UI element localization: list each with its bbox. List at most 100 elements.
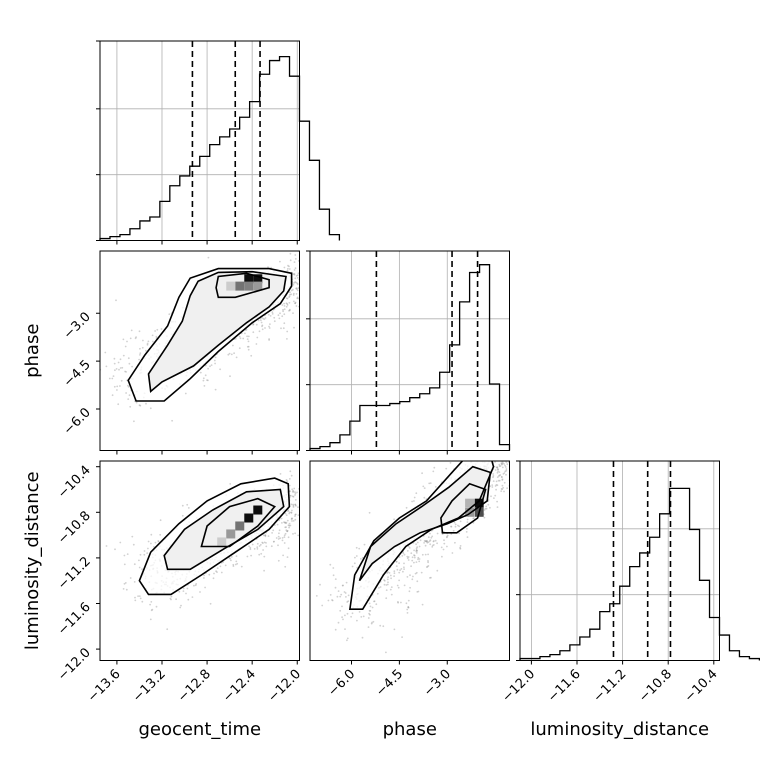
- scatter-point: [387, 571, 389, 573]
- scatter-point: [400, 568, 403, 570]
- scatter-point: [157, 540, 160, 542]
- scatter-point: [415, 492, 418, 495]
- scatter-point: [261, 325, 263, 328]
- scatter-point: [488, 455, 490, 457]
- scatter-point: [503, 455, 505, 457]
- scatter-point: [516, 470, 518, 472]
- scatter-point: [203, 385, 206, 387]
- scatter-point: [283, 534, 286, 537]
- scatter-point: [282, 308, 284, 311]
- scatter-point: [149, 618, 152, 621]
- scatter-point: [431, 544, 434, 547]
- scatter-point: [94, 362, 96, 364]
- scatter-point: [305, 259, 307, 261]
- scatter-point: [131, 535, 134, 538]
- scatter-panel-geocent_time-vs-phase: [94, 250, 319, 455]
- scatter-point: [523, 473, 525, 475]
- scatter-point: [271, 311, 274, 314]
- scatter-point: [311, 504, 313, 506]
- scatter-point: [423, 487, 426, 489]
- scatter-point: [154, 330, 157, 332]
- scatter-point: [498, 463, 501, 466]
- scatter-point: [385, 597, 388, 600]
- scatter-point: [281, 315, 284, 318]
- scatter-point: [321, 604, 324, 607]
- scatter-point: [292, 503, 295, 506]
- scatter-point: [432, 544, 435, 546]
- hist-panel-phase: [306, 250, 511, 455]
- scatter-point: [291, 520, 293, 522]
- scatter-point: [397, 601, 399, 603]
- scatter-point: [496, 484, 499, 487]
- scatter-point: [502, 462, 504, 464]
- scatter-point: [484, 507, 487, 510]
- scatter-point: [291, 509, 293, 512]
- density-cell: [226, 529, 236, 539]
- scatter-point: [285, 514, 288, 517]
- scatter-point: [413, 554, 415, 556]
- scatter-point: [119, 367, 122, 369]
- scatter-point: [498, 474, 501, 477]
- scatter-point: [293, 269, 296, 271]
- scatter-point: [317, 290, 319, 292]
- scatter-point: [419, 539, 422, 542]
- scatter-point: [346, 637, 349, 640]
- scatter-point: [477, 437, 479, 439]
- scatter-point: [184, 392, 187, 395]
- scatter-point: [128, 362, 131, 365]
- scatter-point: [415, 543, 417, 546]
- scatter-point: [433, 466, 436, 469]
- scatter-point: [499, 465, 502, 467]
- scatter-point: [124, 345, 127, 348]
- scatter-point: [281, 539, 284, 542]
- scatter-point: [406, 550, 409, 552]
- scatter-point: [128, 394, 131, 397]
- scatter-point: [264, 327, 266, 329]
- scatter-point: [123, 554, 126, 557]
- scatter-point: [286, 330, 289, 333]
- scatter-point: [288, 478, 291, 480]
- scatter-point: [423, 542, 425, 544]
- scatter-point: [426, 540, 428, 542]
- scatter-point: [310, 302, 312, 304]
- scatter-point: [402, 570, 404, 573]
- scatter-point: [279, 260, 281, 263]
- scatter-point: [283, 302, 285, 305]
- scatter-point: [292, 505, 295, 507]
- scatter-point: [313, 514, 315, 516]
- scatter-point: [409, 586, 411, 589]
- scatter-point: [459, 545, 462, 547]
- scatter-point: [235, 356, 238, 359]
- scatter-point: [160, 328, 163, 330]
- scatter-point: [506, 456, 508, 458]
- scatter-point: [215, 570, 218, 573]
- density-cell: [474, 498, 484, 508]
- scatter-point: [403, 568, 405, 570]
- scatter-point: [383, 579, 386, 582]
- scatter-point: [206, 379, 208, 381]
- scatter-point: [179, 606, 182, 609]
- scatter-point: [293, 487, 296, 490]
- scatter-point: [277, 535, 280, 538]
- scatter-point: [497, 468, 499, 471]
- scatter-point: [267, 535, 270, 537]
- scatter-point: [356, 619, 358, 622]
- scatter-point: [386, 583, 389, 586]
- scatter-point: [451, 552, 454, 554]
- scatter-point: [372, 620, 375, 623]
- scatter-point: [347, 600, 350, 603]
- scatter-point: [399, 569, 401, 572]
- scatter-point: [169, 597, 172, 600]
- scatter-point: [354, 556, 356, 559]
- scatter-point: [491, 486, 494, 488]
- scatter-point: [303, 512, 305, 514]
- scatter-point: [289, 291, 291, 294]
- scatter-point: [371, 621, 373, 624]
- scatter-point: [346, 601, 349, 603]
- scatter-point: [292, 495, 295, 498]
- scatter-point: [124, 582, 127, 584]
- scatter-point: [294, 513, 297, 516]
- scatter-point: [260, 319, 262, 322]
- scatter-point: [302, 511, 304, 513]
- density-cell: [217, 537, 227, 547]
